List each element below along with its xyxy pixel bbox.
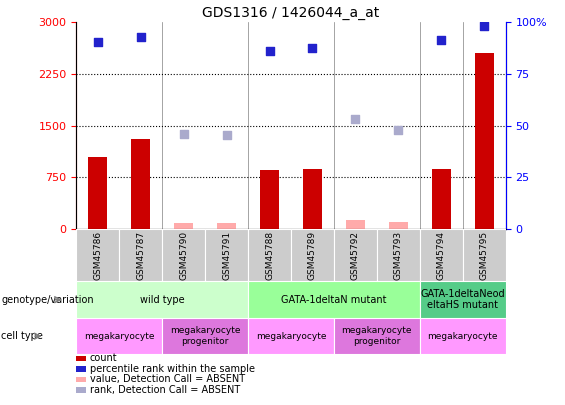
Text: GSM45795: GSM45795 bbox=[480, 230, 489, 280]
Text: megakaryocyte: megakaryocyte bbox=[256, 332, 326, 341]
Bar bbox=[76, 318, 162, 354]
Bar bbox=[377, 229, 420, 281]
Bar bbox=[205, 229, 248, 281]
Title: GDS1316 / 1426044_a_at: GDS1316 / 1426044_a_at bbox=[202, 6, 380, 20]
Point bbox=[437, 37, 446, 43]
Point bbox=[179, 130, 188, 137]
Bar bbox=[88, 156, 107, 229]
Text: GATA-1deltaNeod
eltaHS mutant: GATA-1deltaNeod eltaHS mutant bbox=[420, 289, 505, 311]
Point bbox=[265, 48, 274, 54]
Text: GSM45787: GSM45787 bbox=[136, 230, 145, 280]
Text: GSM45792: GSM45792 bbox=[351, 231, 360, 279]
Bar bbox=[248, 318, 334, 354]
Bar bbox=[420, 318, 506, 354]
Text: GSM45794: GSM45794 bbox=[437, 231, 446, 279]
Text: GSM45793: GSM45793 bbox=[394, 230, 403, 280]
Bar bbox=[248, 281, 420, 318]
Bar bbox=[162, 229, 205, 281]
Bar bbox=[432, 169, 451, 229]
Point bbox=[93, 38, 102, 45]
Bar bbox=[162, 318, 248, 354]
Text: GSM45786: GSM45786 bbox=[93, 230, 102, 280]
Text: megakaryocyte: megakaryocyte bbox=[84, 332, 154, 341]
Text: GATA-1deltaN mutant: GATA-1deltaN mutant bbox=[281, 295, 386, 305]
Bar bbox=[303, 169, 322, 229]
Bar bbox=[76, 229, 119, 281]
Bar bbox=[346, 220, 365, 229]
Bar bbox=[76, 281, 248, 318]
Text: cell type: cell type bbox=[1, 331, 43, 341]
Bar bbox=[119, 229, 162, 281]
Text: genotype/variation: genotype/variation bbox=[1, 295, 94, 305]
Bar bbox=[217, 223, 236, 229]
Bar bbox=[334, 229, 377, 281]
Point bbox=[394, 127, 403, 134]
Point bbox=[308, 45, 317, 52]
Bar bbox=[420, 281, 506, 318]
Point bbox=[351, 115, 360, 122]
Bar bbox=[463, 229, 506, 281]
Bar bbox=[174, 223, 193, 229]
Bar bbox=[248, 229, 291, 281]
Text: GSM45789: GSM45789 bbox=[308, 230, 317, 280]
Text: count: count bbox=[90, 354, 118, 363]
Text: GSM45790: GSM45790 bbox=[179, 230, 188, 280]
Text: GSM45791: GSM45791 bbox=[222, 230, 231, 280]
Text: value, Detection Call = ABSENT: value, Detection Call = ABSENT bbox=[90, 375, 245, 384]
Point bbox=[136, 34, 145, 40]
Bar bbox=[389, 222, 408, 229]
Text: wild type: wild type bbox=[140, 295, 184, 305]
Bar bbox=[334, 318, 420, 354]
Bar bbox=[475, 53, 494, 229]
Text: megakaryocyte: megakaryocyte bbox=[428, 332, 498, 341]
Text: percentile rank within the sample: percentile rank within the sample bbox=[90, 364, 255, 374]
Point bbox=[480, 22, 489, 29]
Text: rank, Detection Call = ABSENT: rank, Detection Call = ABSENT bbox=[90, 385, 240, 395]
Bar bbox=[291, 229, 334, 281]
Bar bbox=[420, 229, 463, 281]
Text: GSM45788: GSM45788 bbox=[265, 230, 274, 280]
Text: megakaryocyte
progenitor: megakaryocyte progenitor bbox=[342, 326, 412, 346]
Point bbox=[222, 132, 231, 139]
Text: megakaryocyte
progenitor: megakaryocyte progenitor bbox=[170, 326, 240, 346]
Bar bbox=[131, 139, 150, 229]
Bar bbox=[260, 170, 279, 229]
